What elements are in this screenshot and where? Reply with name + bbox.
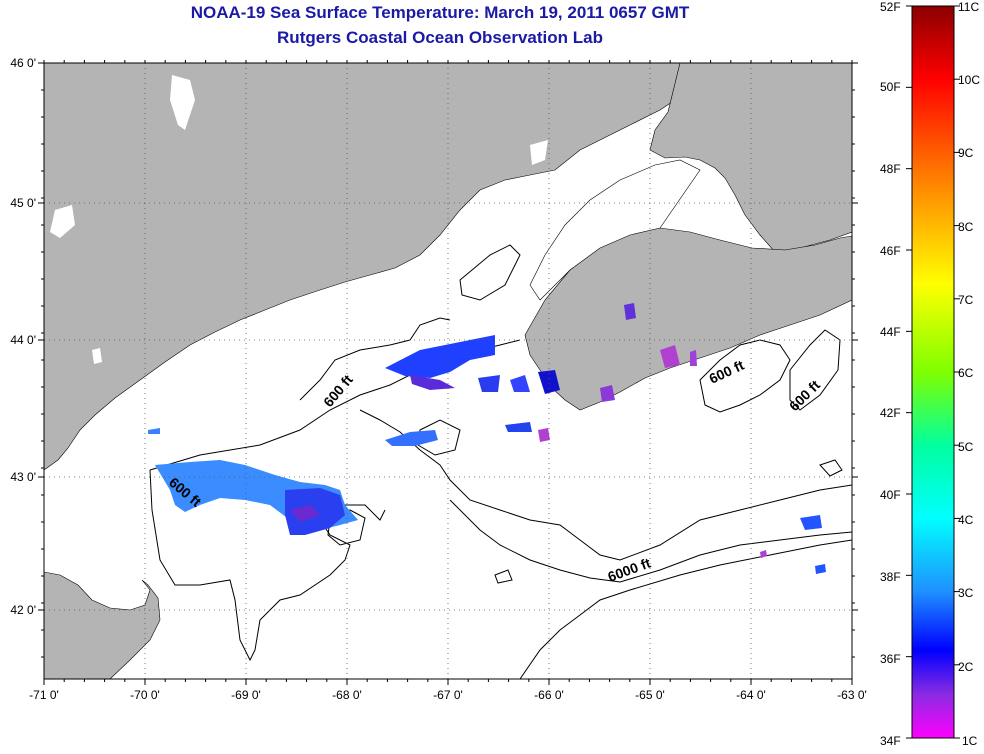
lake xyxy=(92,348,102,364)
colorbar-label-f: 40F xyxy=(880,488,901,502)
colorbar-label-c: 7C xyxy=(958,293,974,307)
colorbar-label-f: 50F xyxy=(880,80,901,94)
colorbar-label-f: 46F xyxy=(880,244,901,258)
lat-tick-label: 44 0' xyxy=(10,333,36,347)
colorbar-label-c: 4C xyxy=(958,513,974,527)
lat-tick-label: 42 0' xyxy=(10,603,36,617)
lon-tick-label: -70 0' xyxy=(130,688,160,702)
map-title: NOAA-19 Sea Surface Temperature: March 1… xyxy=(190,3,690,22)
colorbar-label-c: 2C xyxy=(958,660,974,674)
lon-tick-label: -71 0' xyxy=(29,688,59,702)
colorbar-label-c: 5C xyxy=(958,440,974,454)
map-subtitle: Rutgers Coastal Ocean Observation Lab xyxy=(277,28,603,47)
lon-tick-label: -67 0' xyxy=(433,688,463,702)
colorbar-label-f: 48F xyxy=(880,162,901,176)
colorbar-label-f: 34F xyxy=(880,734,901,748)
colorbar-label-f: 44F xyxy=(880,325,901,339)
colorbar-label-f: 36F xyxy=(880,652,901,666)
lake xyxy=(170,75,195,130)
lat-tick-label: 46 0' xyxy=(10,56,36,70)
land-new-brunswick xyxy=(649,63,852,253)
lake xyxy=(50,205,75,238)
land-mainland xyxy=(44,63,701,471)
colorbar-label-f: 38F xyxy=(880,570,901,584)
colorbar-label-c: 3C xyxy=(958,586,974,600)
land-cape-cod xyxy=(44,571,161,679)
colorbar-label-c: 6C xyxy=(958,366,974,380)
lat-tick-label: 45 0' xyxy=(10,196,36,210)
colorbar-ticks xyxy=(906,5,960,739)
bay-of-fundy xyxy=(529,159,701,301)
axis-ticks: -71 0' -70 0' -69 0' -68 0' -67 0' -66 0' -65 … xyxy=(10,56,866,702)
colorbar-label-c: 1C xyxy=(962,734,978,748)
colorbar-label-f: 42F xyxy=(880,406,901,420)
lon-tick-label: -68 0' xyxy=(332,688,362,702)
colorbar-label-c: 9C xyxy=(958,146,974,160)
colorbar-label-c: 10C xyxy=(958,73,981,87)
colorbar-label-c: 8C xyxy=(958,220,974,234)
colorbar-label-c: 11C xyxy=(958,0,980,14)
lon-tick-label: -63 0' xyxy=(837,688,867,702)
colorbar xyxy=(911,5,955,739)
lat-tick-label: 43 0' xyxy=(10,470,36,484)
sst-patches xyxy=(148,303,826,574)
lon-tick-label: -64 0' xyxy=(736,688,766,702)
colorbar-label-f: 52F xyxy=(880,0,901,14)
lon-tick-label: -66 0' xyxy=(534,688,564,702)
lon-tick-label: -69 0' xyxy=(231,688,261,702)
lon-tick-label: -65 0' xyxy=(635,688,665,702)
lake xyxy=(530,140,548,165)
